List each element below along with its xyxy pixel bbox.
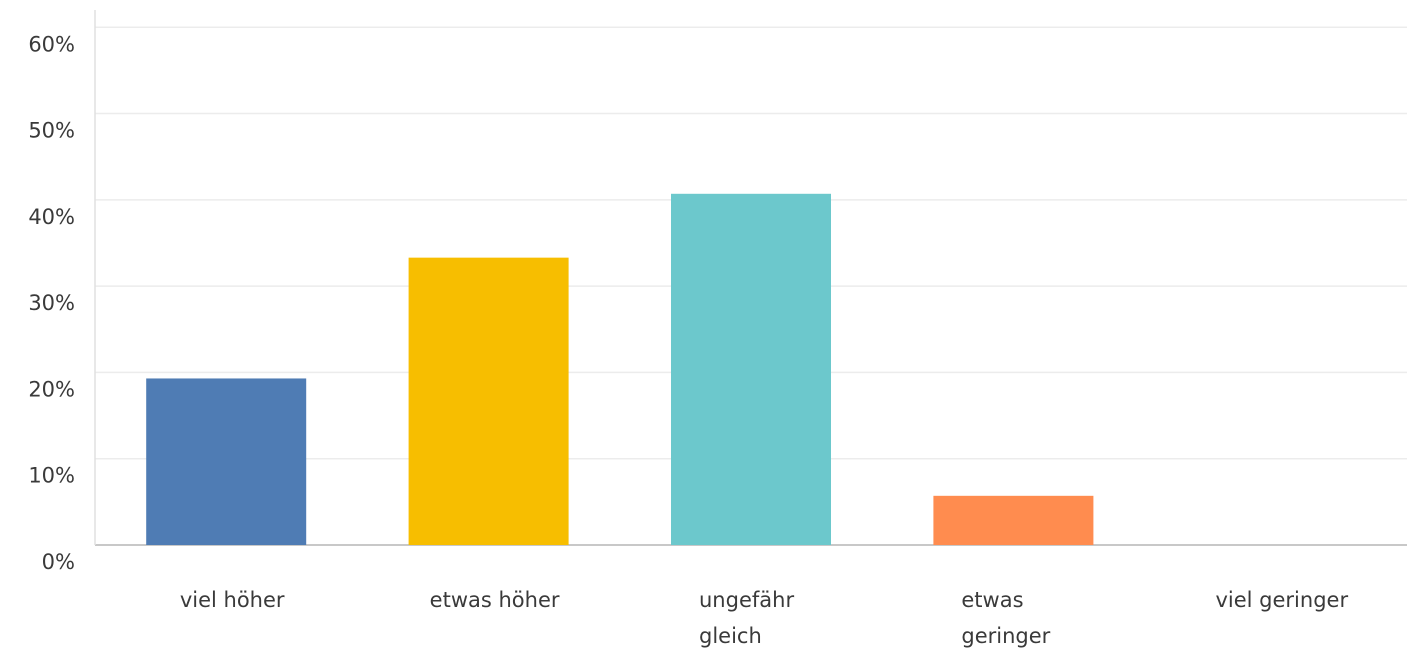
bar [933,495,1094,545]
bar [146,378,307,545]
x-tick-label: viel höher [179,588,285,612]
bar [671,193,831,545]
y-tick-label: 60% [28,32,75,56]
y-tick-label: 50% [28,119,75,143]
y-tick-label: 30% [28,291,75,315]
x-tick-label: ungefähr gleich [699,588,795,648]
y-tick-label: 20% [28,377,75,401]
y-tick-label: 0% [42,550,75,574]
x-tick-label: etwas geringer [961,588,1051,648]
y-tick-label: 40% [28,205,75,229]
x-tick-label: viel geringer [1215,588,1349,612]
x-tick-label: etwas höher [429,588,560,612]
bar [408,257,569,545]
y-tick-label: 10% [28,464,75,488]
